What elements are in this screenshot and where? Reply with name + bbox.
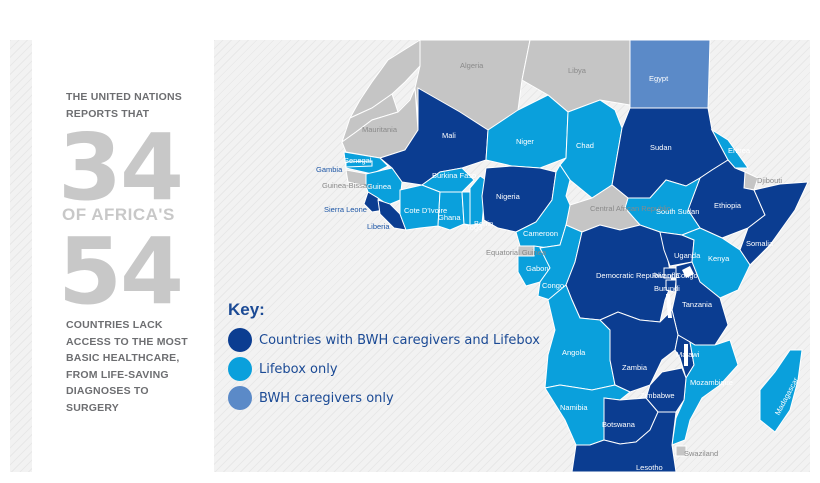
country-egypt: [629, 40, 711, 109]
label-benin: Benin: [474, 219, 493, 228]
label-sierra-leone: Sierra Leone: [324, 205, 367, 214]
label-niger: Niger: [516, 137, 534, 146]
key-label-both: Countries with BWH caregivers and Lifebo…: [259, 332, 540, 348]
stat-number-54: 54: [58, 218, 184, 325]
country-eritrea: [710, 128, 749, 169]
label-car: Central African Republic: [590, 204, 671, 213]
label-togo: Togo: [466, 223, 482, 232]
lake-victoria: [682, 266, 694, 278]
country-gambia: [345, 160, 373, 168]
outro-text: COUNTRIES LACK ACCESS TO THE MOST BASIC …: [66, 319, 188, 414]
label-congo: Congo: [542, 281, 564, 290]
country-kenya: [680, 227, 751, 299]
label-zimbabwe: Zimbabwe: [640, 391, 675, 400]
label-guinea: Guinea: [367, 182, 392, 191]
stat-number-34: 34: [58, 114, 184, 221]
country-zambia: [599, 309, 679, 393]
key-item-both: Countries with BWH caregivers and Lifebo…: [228, 328, 540, 352]
key-item-bwh: BWH caregivers only: [228, 386, 394, 410]
swatch-bwh: [228, 386, 252, 410]
label-mauritania: Mauritania: [362, 125, 398, 134]
country-south-africa: [571, 411, 677, 472]
label-algeria: Algeria: [460, 61, 484, 70]
label-cote-divoire: Cote D'Ivoire: [404, 206, 447, 215]
key-label-lifebox: Lifebox only: [259, 361, 338, 377]
label-nigeria: Nigeria: [496, 192, 521, 201]
label-zambia: Zambia: [622, 363, 648, 372]
label-mozambique: Mozambique: [690, 378, 733, 387]
country-burundi: [665, 279, 677, 293]
label-djibouti: Djibouti: [757, 176, 782, 185]
stat-panel: [32, 40, 214, 472]
label-egypt: Egypt: [649, 74, 669, 83]
label-senegal: Senegal: [344, 156, 372, 165]
africa-map: Algeria Libya Egypt Mauritania Mali Nige…: [316, 40, 809, 472]
key-title: Key:: [228, 300, 265, 319]
label-kenya: Kenya: [708, 254, 730, 263]
label-burkina-faso: Burkina Faso: [432, 171, 476, 180]
intro-text: THE UNITED NATIONS REPORTS THAT: [66, 91, 182, 120]
label-equatorial-guinea: Equatorial Guinea: [486, 248, 547, 257]
country-madagascar: [759, 349, 803, 433]
label-uganda: Uganda: [674, 251, 701, 260]
label-libya: Libya: [568, 66, 587, 75]
label-namibia: Namibia: [560, 403, 588, 412]
label-angola: Angola: [562, 348, 586, 357]
label-ghana: Ghana: [438, 213, 461, 222]
label-malawi: Malawi: [676, 350, 700, 359]
middle-text: OF AFRICA'S: [62, 205, 175, 224]
label-chad: Chad: [576, 141, 594, 150]
label-gambia: Gambia: [316, 165, 343, 174]
swatch-both: [228, 328, 252, 352]
label-liberia: Liberia: [367, 222, 390, 231]
lake-malawi: [684, 344, 688, 366]
label-drc: Democratic Republic of Congo: [596, 271, 698, 280]
label-ethiopia: Ethiopia: [714, 201, 742, 210]
key-item-lifebox: Lifebox only: [228, 357, 338, 381]
swatch-lifebox: [228, 357, 252, 381]
label-burundi: Burundi: [654, 284, 680, 293]
country-somalia: [739, 181, 809, 266]
label-gabon: Gabon: [526, 264, 549, 273]
label-tanzania: Tanzania: [682, 300, 713, 309]
label-sudan: Sudan: [650, 143, 672, 152]
label-botswana: Botswana: [602, 420, 636, 429]
country-swaziland: [675, 445, 687, 457]
label-swaziland: Swaziland: [684, 449, 718, 458]
label-somalia: Somalia: [746, 239, 774, 248]
label-mali: Mali: [442, 131, 456, 140]
label-south-sudan: South Sudan: [656, 207, 699, 216]
lake-tanganyika: [666, 294, 672, 318]
label-lesotho: Lesotho: [636, 463, 663, 472]
label-cameroon: Cameroon: [523, 229, 558, 238]
label-eritrea: Eritrea: [728, 146, 751, 155]
country-djibouti: [743, 171, 759, 191]
key-label-bwh: BWH caregivers only: [259, 390, 394, 406]
label-rwanda: Rwanda: [652, 271, 680, 280]
label-guinea-bissau: Guinea-Bissau: [322, 181, 371, 190]
country-mozambique: [671, 339, 739, 446]
country-ghana: [437, 191, 465, 231]
